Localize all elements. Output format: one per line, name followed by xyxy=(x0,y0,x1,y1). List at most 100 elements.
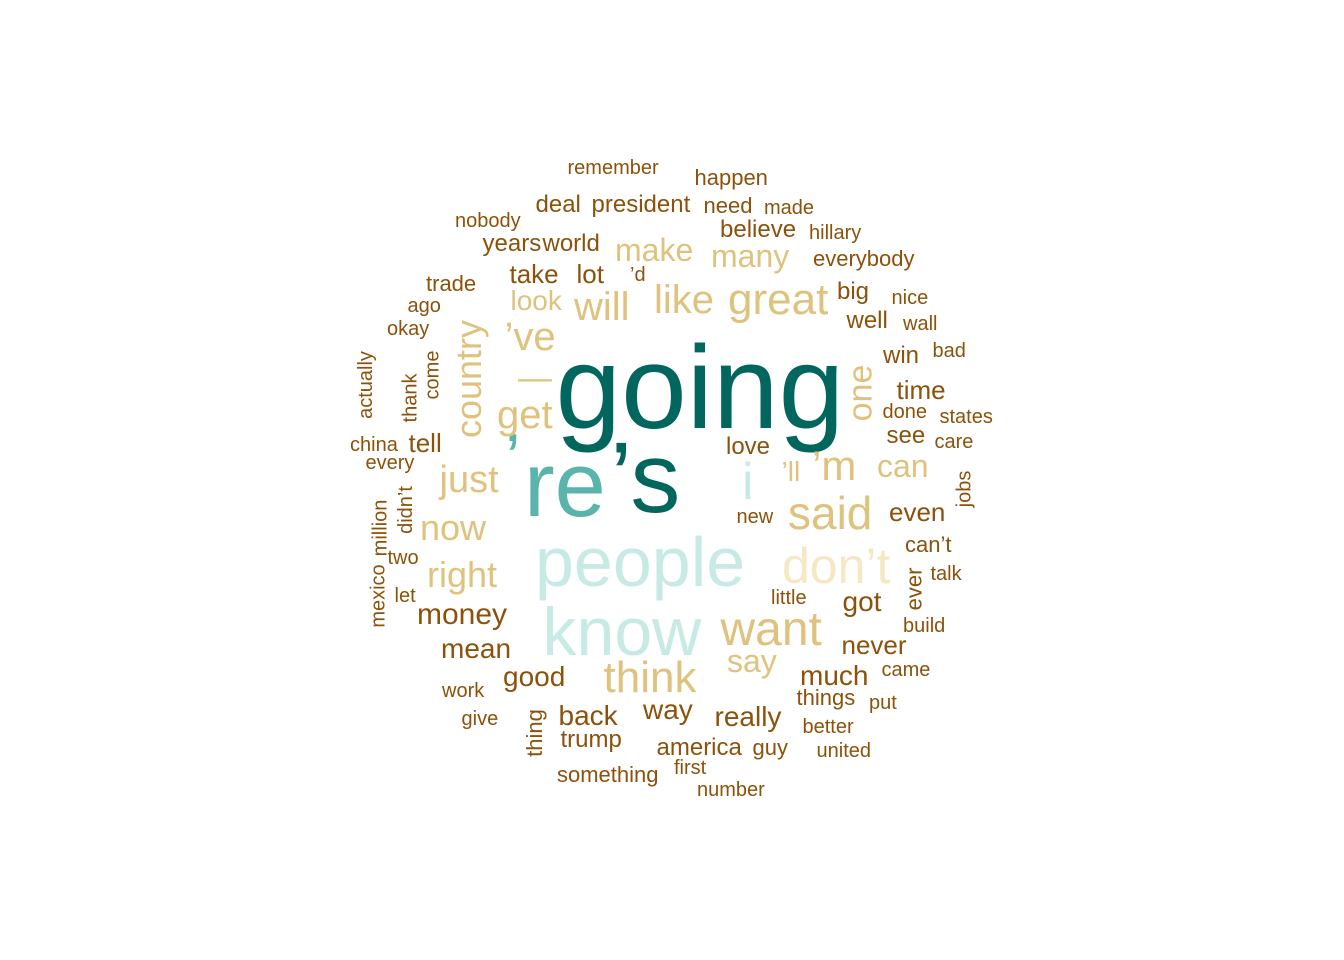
word-mean: mean xyxy=(441,633,512,664)
word-trade: trade xyxy=(426,271,477,296)
word-can: can xyxy=(877,448,929,484)
word-united: united xyxy=(816,740,872,762)
word-really: really xyxy=(714,701,782,732)
word-president: president xyxy=(591,191,691,218)
word-apos-m: ’m xyxy=(812,442,857,489)
word-happen: happen xyxy=(694,165,768,190)
word-one: one xyxy=(840,364,879,422)
word-i: i xyxy=(742,453,754,511)
word-everybody: everybody xyxy=(813,246,915,271)
word-bad: bad xyxy=(932,340,966,362)
word-give: give xyxy=(461,708,499,730)
word-build: build xyxy=(903,615,946,637)
word-lot: lot xyxy=(576,259,604,289)
word-years: years xyxy=(482,230,542,257)
word-trump: trump xyxy=(560,726,622,753)
word-country: country xyxy=(448,319,490,439)
word-many: many xyxy=(711,238,790,274)
word-know: know xyxy=(542,594,702,670)
word-apos-ve: ’ve xyxy=(504,315,556,359)
word-way: way xyxy=(643,694,693,725)
word-never: never xyxy=(841,630,907,660)
word-well: well xyxy=(846,307,888,334)
word-look: look xyxy=(510,285,562,316)
word-think: think xyxy=(603,653,697,702)
word-going: going xyxy=(555,322,845,454)
word-made: made xyxy=(764,197,815,219)
word-care: care xyxy=(934,431,974,453)
word-canapos-t: can’t xyxy=(905,532,952,557)
word-states: states xyxy=(939,406,993,428)
word-let: let xyxy=(394,585,416,607)
word-back: back xyxy=(558,700,618,731)
word-need: need xyxy=(703,193,753,218)
word-nobody: nobody xyxy=(455,210,521,232)
word-people: people xyxy=(535,523,746,601)
word-every: every xyxy=(365,452,415,474)
word-put: put xyxy=(869,692,897,714)
word-ago: ago xyxy=(407,295,441,317)
word-america: america xyxy=(656,734,742,761)
word-thing: thing xyxy=(521,709,547,757)
word-okay: okay xyxy=(387,318,430,340)
word-now: now xyxy=(420,507,487,548)
word-guy: guy xyxy=(752,735,788,760)
word-hillary: hillary xyxy=(809,222,862,244)
word-nice: nice xyxy=(891,287,929,309)
word-didnapos-t: didn’t xyxy=(394,486,417,534)
word-wall: wall xyxy=(903,313,938,335)
word-come: come xyxy=(420,350,443,400)
word-mexico: mexico xyxy=(367,564,390,628)
word-china: china xyxy=(350,434,398,456)
word-little: little xyxy=(771,587,807,609)
word-see: see xyxy=(886,422,926,449)
word-jobs: jobs xyxy=(952,470,975,508)
word-said: said xyxy=(788,487,873,539)
word-tell: tell xyxy=(408,428,442,458)
word-say: say xyxy=(727,643,777,679)
word-get: get xyxy=(497,393,553,437)
word-time: time xyxy=(896,375,946,405)
word-good: good xyxy=(503,661,566,692)
word-want: want xyxy=(720,603,822,656)
word-deal: deal xyxy=(535,191,581,218)
word-take: take xyxy=(509,259,559,289)
word-number: number xyxy=(697,779,765,801)
word-apos-ll: ’ll xyxy=(781,456,801,487)
word-donapos-t: don’t xyxy=(782,538,891,594)
word-work: work xyxy=(442,680,485,702)
word-make: make xyxy=(615,232,694,268)
word-believe: believe xyxy=(720,216,797,243)
word-much: much xyxy=(800,660,869,691)
word-apos: ’ xyxy=(505,419,521,497)
word-things: things xyxy=(796,685,856,710)
word-win: win xyxy=(883,342,920,369)
word-re: re xyxy=(524,434,606,536)
word-apos-d: ’d xyxy=(630,264,646,286)
word-remember: remember xyxy=(567,157,659,179)
word-just: just xyxy=(439,459,499,501)
word-done: done xyxy=(882,401,928,423)
word-big: big xyxy=(837,278,870,305)
word-dash: — xyxy=(518,359,552,397)
word-great: great xyxy=(728,275,829,324)
word-something: something xyxy=(557,762,659,787)
word-apos-s: ’s xyxy=(610,422,681,534)
word-two: two xyxy=(387,547,419,569)
word-right: right xyxy=(427,554,498,595)
word-better: better xyxy=(802,716,854,738)
word-first: first xyxy=(674,757,707,779)
word-world: world xyxy=(542,230,600,257)
word-actually: actually xyxy=(354,351,377,419)
word-new: new xyxy=(736,506,774,528)
word-talk: talk xyxy=(930,563,962,585)
word-thank: thank xyxy=(398,373,421,423)
word-like: like xyxy=(654,278,715,322)
word-got: got xyxy=(842,586,882,617)
word-came: came xyxy=(881,659,931,681)
word-even: even xyxy=(889,497,946,527)
word-will: will xyxy=(574,285,630,329)
word-love: love xyxy=(726,433,771,460)
word-money: money xyxy=(417,598,508,631)
